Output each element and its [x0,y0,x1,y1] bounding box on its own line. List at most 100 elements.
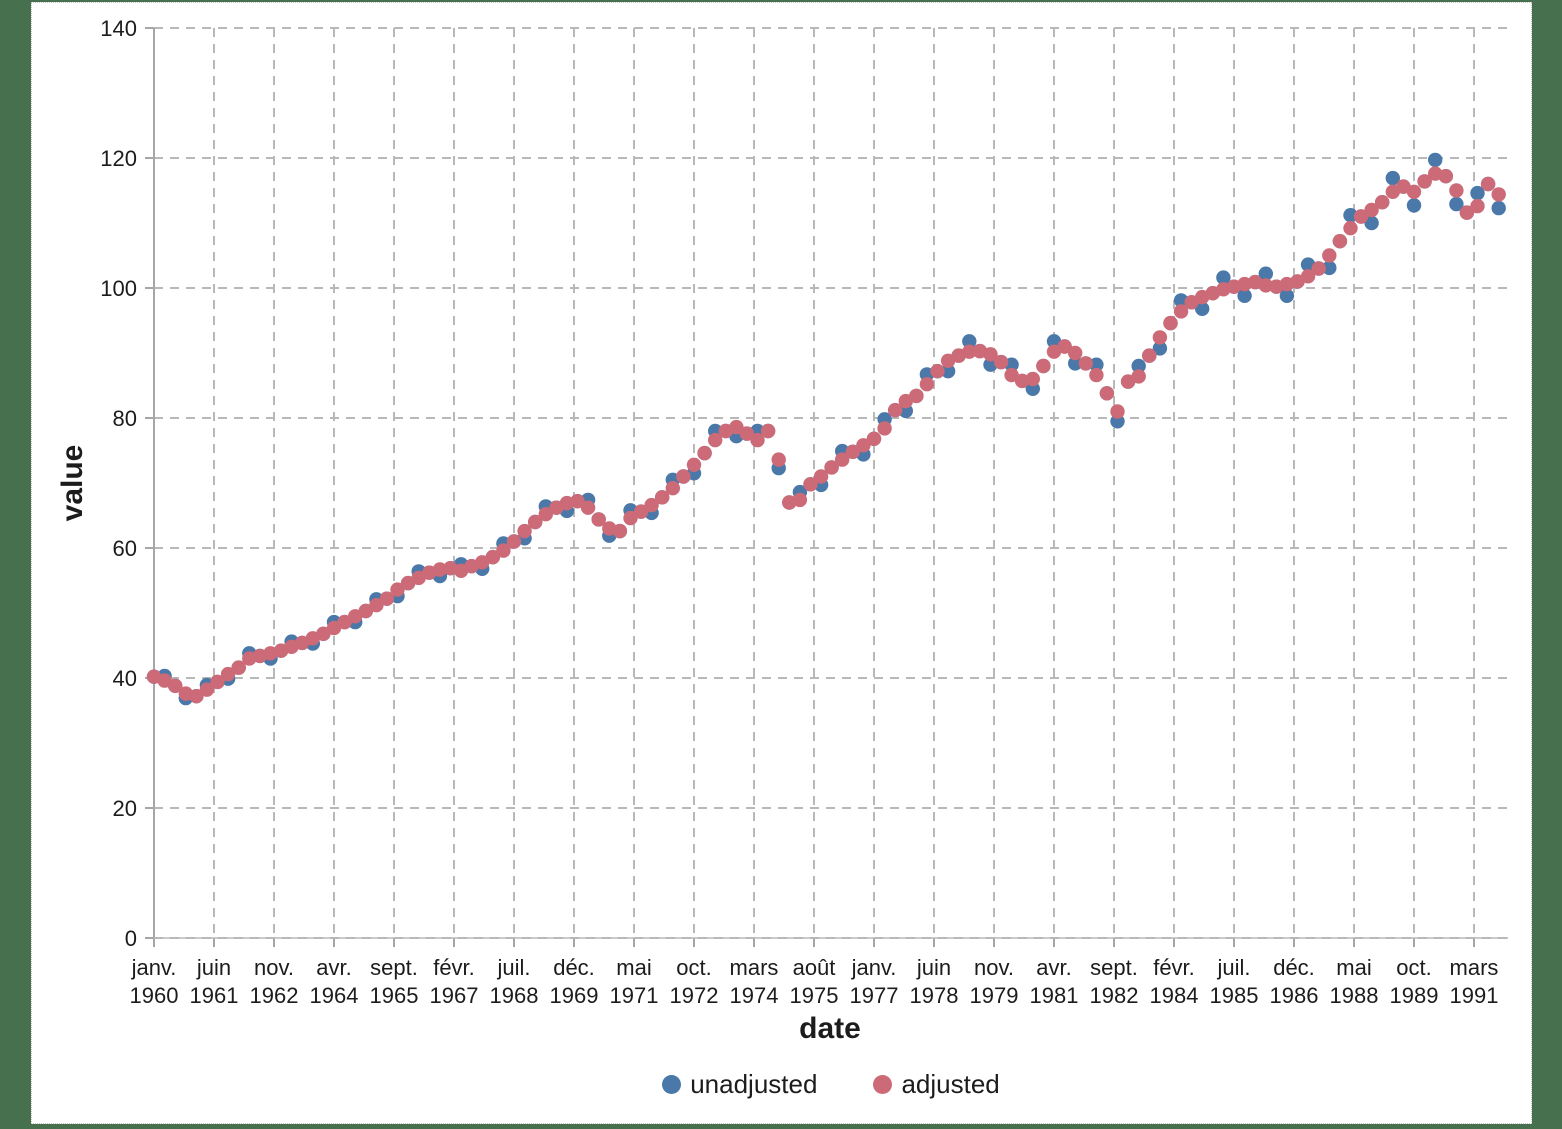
adjusted-point [877,421,892,436]
adjusted-point [655,490,670,505]
adjusted-point [993,354,1009,370]
x-tick-label-year: 1969 [550,983,599,1008]
unadjusted-series-marker-icon [662,1075,682,1094]
x-tick-label-month: août [793,955,836,980]
unadjusted-point [1237,288,1252,303]
data-points [146,152,1506,706]
x-tick-label-month: juil. [1216,955,1250,980]
adjusted-point [697,445,712,461]
adjusted-point [803,477,818,492]
adjusted-point [813,469,829,484]
axes [145,27,1508,947]
chart-legend: unadjusted adjusted [154,1069,1508,1100]
x-tick-label-month: juin [196,955,231,980]
x-tick-label-year: 1991 [1450,983,1499,1008]
adjusted-point [1480,176,1496,192]
adjusted-point [930,364,945,379]
x-tick-label-year: 1978 [910,983,959,1008]
legend-item-adjusted[interactable]: adjusted [873,1069,1000,1100]
gridlines [153,27,1508,939]
adjusted-point [644,497,659,513]
chart-canvas: 0 20 40 60 80 100 120 140 janv. 1960 juin 1961 nov. 1… [56,16,1508,1045]
adjusted-point [538,507,553,522]
adjusted-point [210,674,225,690]
adjusted-point [580,500,596,515]
adjusted-point [1089,367,1104,383]
adjusted-point [824,460,839,475]
adjusted-point [379,591,395,606]
adjusted-point [866,431,882,446]
adjusted-point [1152,330,1168,345]
adjusted-point [1343,221,1358,236]
adjusted-point [856,438,871,453]
adjusted-point [708,432,723,448]
x-tick-label-year: 1988 [1330,983,1379,1008]
x-tick-label-year: 1986 [1270,983,1319,1008]
y-tick-label: 40 [113,666,137,691]
adjusted-point [528,514,543,530]
x-tick-label-year: 1960 [130,983,179,1008]
x-tick-label-year: 1984 [1150,983,1199,1008]
adjusted-point [358,603,373,619]
unadjusted-point [1470,185,1485,201]
unadjusted-point [1406,198,1422,213]
x-tick-label-month: janv. [131,955,177,980]
unadjusted-point [1258,266,1274,281]
adjusted-point [316,626,331,641]
adjusted-point [1142,348,1157,363]
unadjusted-point [1152,341,1168,356]
adjusted-point [729,419,744,435]
legend-item-unadjusted[interactable]: unadjusted [662,1069,817,1100]
unadjusted-point [1068,356,1083,371]
x-tick-label-year: 1972 [670,983,719,1008]
x-tick-label-year: 1981 [1030,983,1079,1008]
x-tick-label-year: 1979 [970,983,1019,1008]
adjusted-point [1353,209,1369,224]
unadjusted-point [1089,357,1104,372]
unadjusted-point [1322,260,1337,276]
adjusted-point [1364,202,1379,218]
adjusted-point [220,666,236,682]
unadjusted-point [1279,288,1295,303]
adjusted-point [919,377,935,392]
adjusted-point [1417,174,1432,189]
x-tick-label-year: 1975 [790,983,839,1008]
unadjusted-point [1131,358,1146,374]
chart-card: 0 20 40 60 80 100 120 140 janv. 1960 juin 1961 nov. 1… [31,2,1532,1124]
x-tick-label-month: mars [1450,955,1499,980]
adjusted-point [983,347,998,362]
unadjusted-point [1385,170,1401,186]
x-tick-label-month: mai [616,955,651,980]
x-tick-label-year: 1974 [730,983,779,1008]
x-tick-label-year: 1971 [610,983,659,1008]
unadjusted-point [1428,152,1443,168]
x-tick-label-month: nov. [254,955,294,980]
unadjusted-point [1449,196,1464,212]
adjusted-point [485,549,500,565]
adjusted-point [199,682,215,697]
adjusted-point [1131,369,1146,384]
adjusted-point [665,481,680,496]
adjusted-point [1459,205,1475,220]
legend-label-adjusted: adjusted [901,1069,1000,1099]
adjusted-point [771,452,786,467]
x-tick-label-year: 1989 [1390,983,1439,1008]
y-tick-label: 80 [113,406,137,431]
adjusted-point [888,403,903,418]
x-tick-label-month: sept. [370,955,418,980]
adjusted-point [1057,339,1072,354]
adjusted-point [686,457,702,472]
adjusted-point [909,388,924,404]
x-tick-label-month: juin [916,955,951,980]
x-tick-label-year: 1977 [850,983,899,1008]
adjusted-point [1173,304,1189,319]
adjusted-point [1036,358,1051,374]
adjusted-point [623,510,638,526]
adjusted-point [760,423,776,439]
x-tick-label-month: févr. [433,955,475,980]
x-tick-label-month: nov. [974,955,1014,980]
adjusted-point [517,523,532,539]
y-tick-label: 140 [100,16,137,41]
adjusted-point [1078,356,1094,371]
